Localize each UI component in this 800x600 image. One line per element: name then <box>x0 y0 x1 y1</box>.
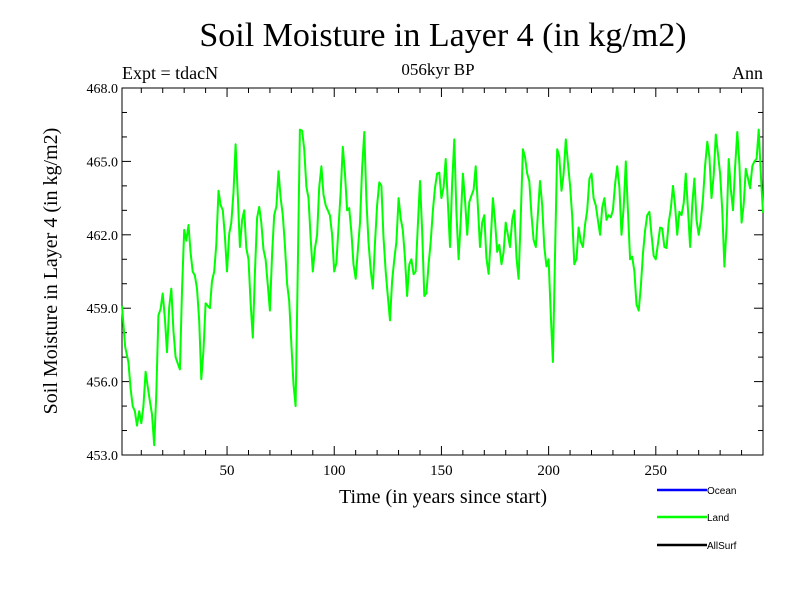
chart-subtitle: 056kyr BP <box>401 60 474 79</box>
legend-label-land: Land <box>707 513 729 524</box>
expt-label: Expt = tdacN <box>122 63 218 83</box>
x-tick-label: 150 <box>430 463 453 479</box>
y-axis: 453.0 456.0 459.0 462.0 465.0 468.0 <box>87 82 763 464</box>
season-label: Ann <box>732 63 763 83</box>
x-tick-label: 50 <box>220 463 235 479</box>
y-tick-label: 468.0 <box>87 82 119 97</box>
y-tick-label: 456.0 <box>87 376 119 391</box>
y-tick-label: 465.0 <box>87 155 119 170</box>
y-tick-label: 459.0 <box>87 302 119 317</box>
series-line-land <box>121 128 764 447</box>
series-layer <box>121 128 764 447</box>
plot-frame <box>121 87 764 456</box>
x-axis-label: Time (in years since start) <box>339 486 547 508</box>
legend: Ocean Land AllSurf <box>657 486 737 552</box>
y-tick-label: 453.0 <box>87 449 119 464</box>
x-tick-label: 100 <box>323 463 346 479</box>
chart-title: Soil Moisture in Layer 4 (in kg/m2) <box>199 17 686 54</box>
y-tick-label: 462.0 <box>87 229 119 244</box>
legend-label-allsurf: AllSurf <box>707 541 737 552</box>
x-tick-label: 200 <box>537 463 560 479</box>
legend-label-ocean: Ocean <box>707 486 736 497</box>
x-tick-label: 250 <box>645 463 668 479</box>
y-axis-label: Soil Moisture in Layer 4 (in kg/m2) <box>40 128 62 415</box>
x-axis: 50 100 150 200 250 <box>140 88 743 479</box>
